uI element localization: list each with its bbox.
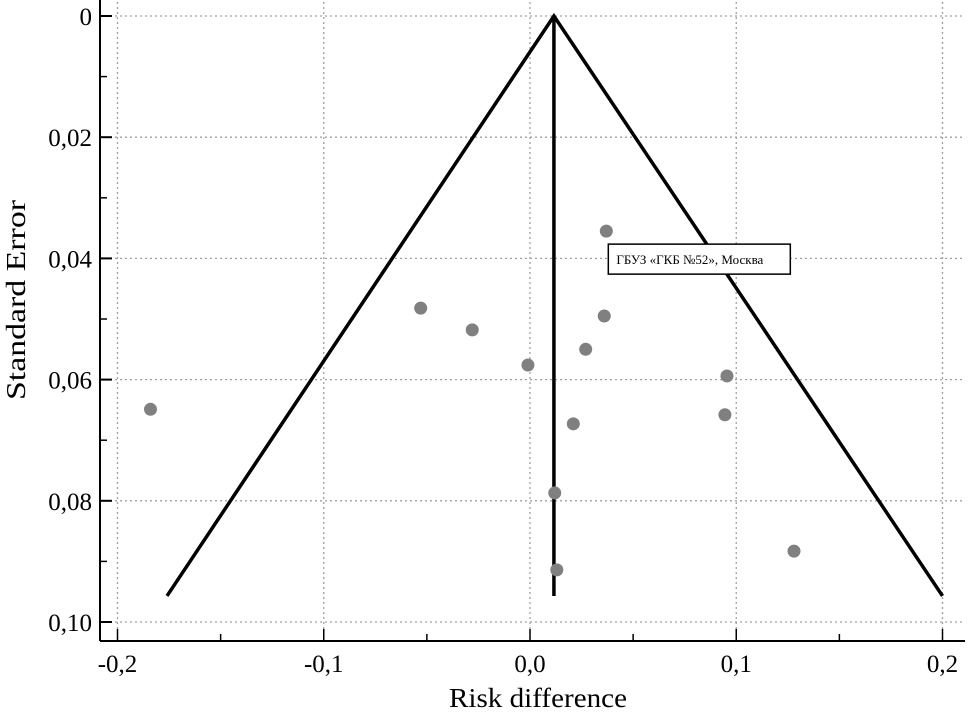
data-point: [521, 358, 535, 372]
y-tick-label: 0,06: [48, 368, 92, 395]
y-tick-label: 0,02: [48, 125, 92, 152]
y-tick-label: 0: [80, 4, 93, 31]
data-point: [548, 486, 562, 500]
y-tick-label: 0,08: [48, 489, 92, 516]
data-point: [599, 224, 613, 238]
funnel: [165, 12, 944, 597]
y-axis-label: Standard Error: [1, 200, 31, 400]
x-tick-label: 0,1: [721, 651, 752, 678]
x-tick-label: -0,2: [98, 651, 138, 678]
data-point: [597, 309, 611, 323]
data-point: [144, 402, 157, 416]
annotation-label: ГБУЗ «ГКБ №52», Москва: [616, 252, 763, 267]
data-point: [465, 323, 479, 337]
y-tick-label: 0,04: [48, 246, 92, 273]
data-point: [414, 301, 428, 315]
data-point: [566, 417, 580, 431]
data-point: [718, 408, 732, 422]
annotation: ГБУЗ «ГКБ №52», Москва: [607, 243, 792, 275]
annotation-box: [607, 243, 792, 275]
y-tick-label: 0,10: [48, 610, 92, 637]
axes: -0,2 -0,1 0,0 0,1 0,2 0 0,02 0,04 0,06 0,08 0,10: [48, 0, 965, 678]
x-tick-label: 0,0: [514, 651, 545, 678]
grid-lines: [100, 2, 965, 641]
data-point: [787, 544, 801, 558]
data-point: [550, 563, 564, 577]
data-point: [720, 369, 734, 383]
x-tick-label: 0,2: [927, 651, 958, 678]
x-tick-label: -0,1: [304, 651, 344, 678]
data-point: [579, 342, 593, 356]
data-points: [144, 224, 801, 577]
x-axis-label: Risk difference: [449, 683, 627, 713]
